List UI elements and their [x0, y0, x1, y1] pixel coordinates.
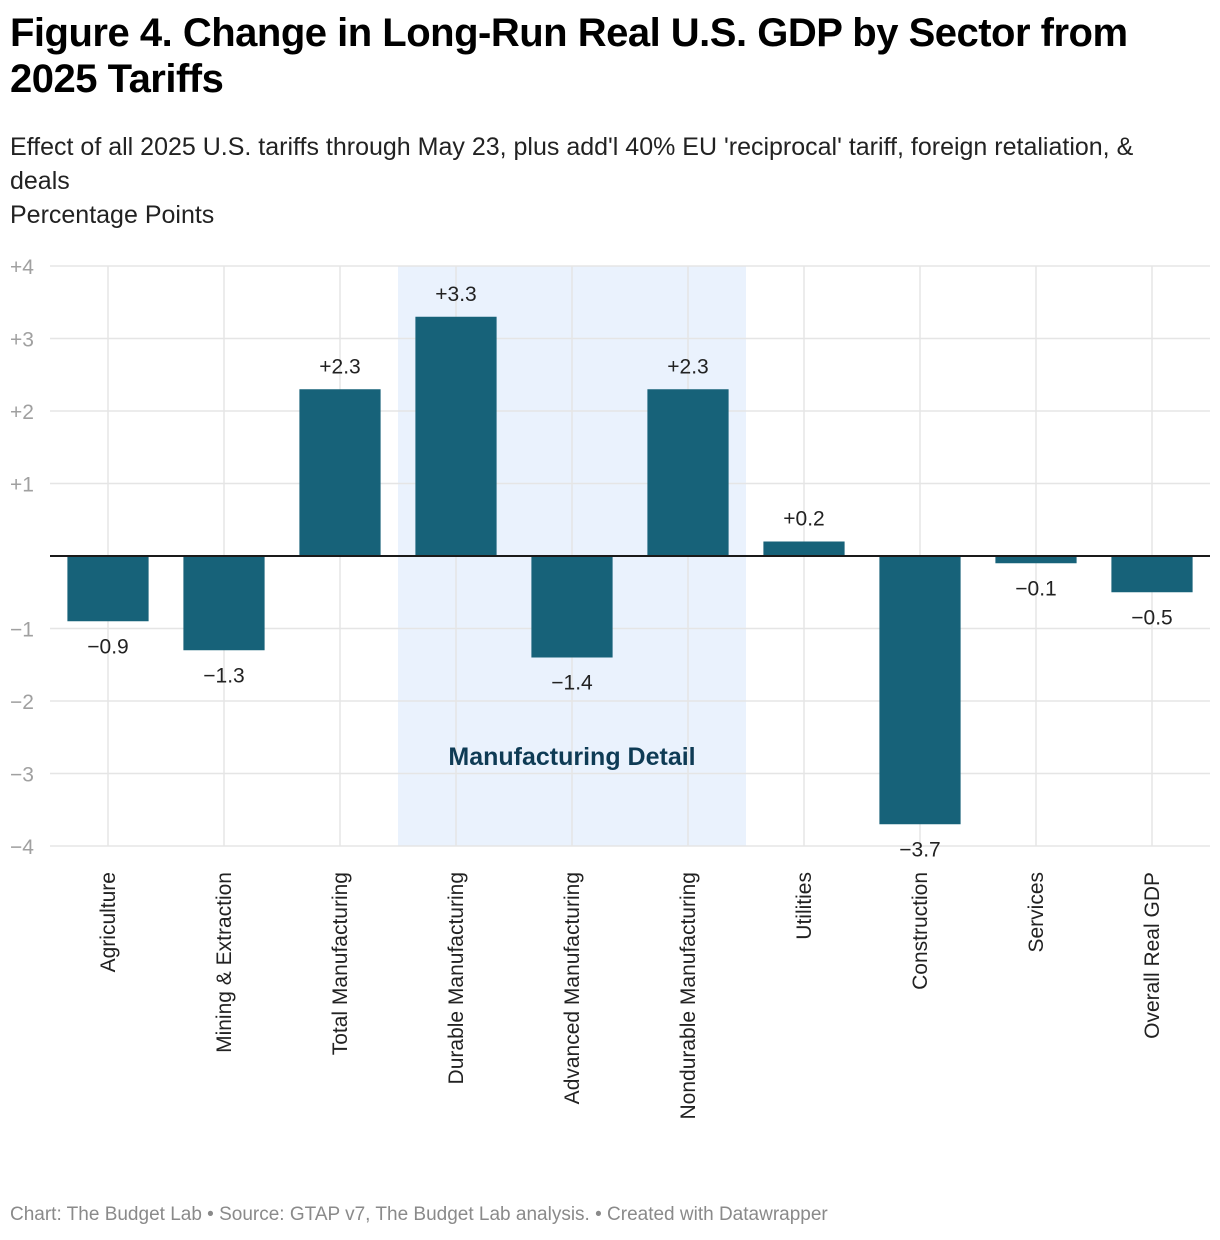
x-category-label: Advanced Manufacturing: [561, 872, 584, 1104]
x-category-label: Agriculture: [97, 872, 120, 972]
bar: [531, 556, 613, 658]
bar-chart: +4 +3 +2 +1 −1 −2 −3 −4 −0.9 −1.3 +2.3 +3.3 −1.4 +2.…: [10, 256, 1210, 1120]
y-tick-label: −2: [10, 691, 34, 714]
x-category-label: Mining & Extraction: [213, 872, 236, 1053]
value-label: −3.7: [899, 838, 940, 861]
bar: [763, 541, 845, 556]
y-tick-label: −3: [10, 764, 34, 787]
value-label: +0.2: [783, 508, 824, 531]
bar: [995, 556, 1077, 564]
highlight-annotation: Manufacturing Detail: [448, 743, 695, 771]
bar: [415, 316, 497, 556]
bars: [67, 316, 1193, 825]
value-label: −1.3: [203, 664, 244, 687]
y-tick-label: −1: [10, 619, 34, 642]
unit-label: Percentage Points: [10, 201, 215, 229]
value-labels: −0.9 −1.3 +2.3 +3.3 −1.4 +2.3 +0.2 −3.7 −0.1 −0.5: [87, 283, 1172, 862]
y-tick-label: +1: [10, 474, 34, 497]
x-category-label: Overall Real GDP: [1141, 872, 1164, 1039]
y-axis-ticks: +4 +3 +2 +1 −1 −2 −3 −4: [10, 256, 34, 859]
value-label: −0.5: [1131, 606, 1172, 629]
y-tick-label: +2: [10, 401, 34, 424]
x-category-label: Construction: [909, 872, 932, 990]
y-tick-label: −4: [10, 836, 34, 859]
x-category-label: Nondurable Manufacturing: [677, 872, 700, 1120]
bar: [299, 389, 381, 556]
x-category-label: Utilities: [793, 872, 816, 940]
value-label: +3.3: [435, 283, 476, 306]
value-label: −0.1: [1015, 577, 1056, 600]
chart-subtitle: Effect of all 2025 U.S. tariffs through …: [10, 133, 1134, 195]
y-tick-label: +3: [10, 329, 34, 352]
y-tick-label: +4: [10, 256, 34, 279]
x-category-label: Services: [1025, 872, 1048, 953]
bar: [647, 389, 729, 556]
bar: [879, 556, 961, 825]
chart-title: Figure 4. Change in Long-Run Real U.S. G…: [10, 11, 1128, 101]
chart-footer: Chart: The Budget Lab • Source: GTAP v7,…: [10, 1204, 828, 1225]
bar: [67, 556, 149, 622]
annotations: Manufacturing Detail: [448, 743, 695, 771]
value-label: −0.9: [87, 635, 128, 658]
value-label: +2.3: [667, 355, 708, 378]
x-category-label: Durable Manufacturing: [445, 872, 468, 1084]
x-category-label: Total Manufacturing: [329, 872, 352, 1055]
bar: [1111, 556, 1193, 593]
value-label: +2.3: [319, 355, 360, 378]
value-label: −1.4: [551, 672, 593, 695]
x-axis-labels: Agriculture Mining & Extraction Total Manu…: [97, 872, 1164, 1120]
bar: [183, 556, 265, 651]
